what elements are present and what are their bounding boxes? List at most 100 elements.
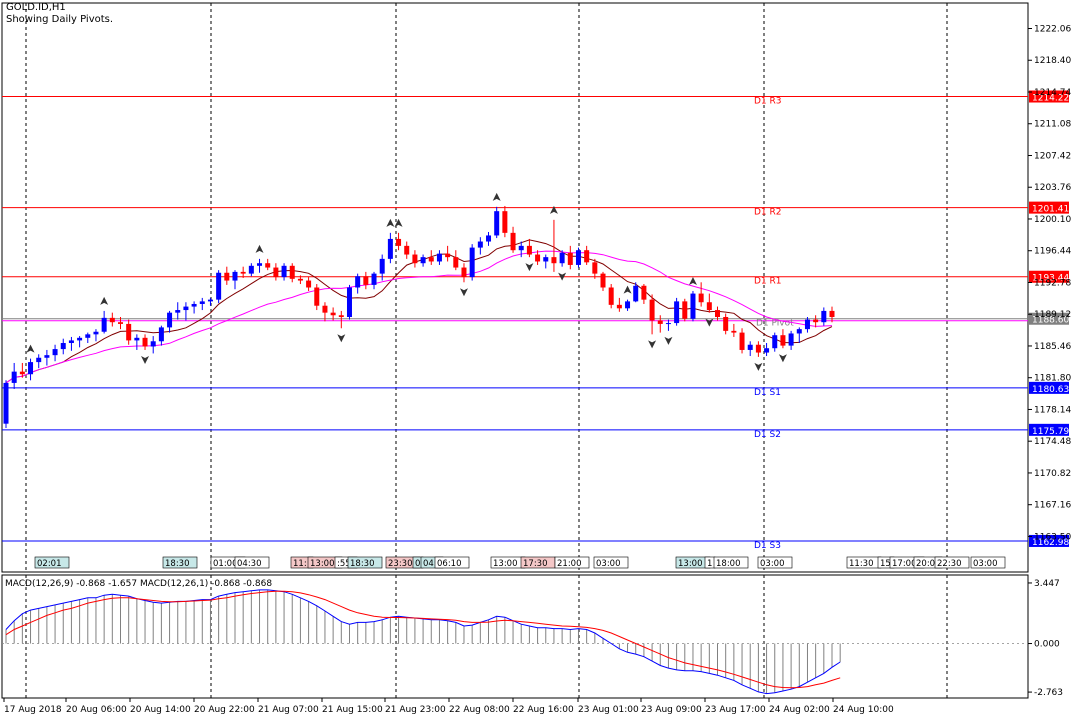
candle-body (682, 301, 688, 319)
candle-body (142, 337, 148, 347)
time-tick-label: 20 Aug 22:00 (194, 705, 255, 715)
pivot-levels: D1 R3 1214.22 D1 R2 1201.41 D1 R1 1193.44 D1 P… (2, 90, 1069, 551)
pivot-label: D1 Pivot (756, 319, 794, 329)
candle-body (412, 254, 418, 264)
time-tick-label: 21 Aug 07:00 (258, 705, 319, 715)
candle-body (109, 317, 115, 323)
candle-body (747, 344, 753, 350)
price-tick-label: 1185.46 (1034, 342, 1071, 352)
candle-body (633, 285, 639, 302)
candle-body (731, 330, 737, 333)
candle-body (60, 343, 66, 350)
candle-body (584, 250, 590, 263)
time-tag-label: 01:00 (213, 559, 238, 569)
candle-body (232, 271, 238, 281)
fractal-down-arrow (337, 334, 346, 343)
candle-body (85, 334, 91, 338)
candle-body (306, 280, 312, 288)
time-tick-label: 21 Aug 15:00 (322, 705, 383, 715)
time-tag-label: 1 (707, 559, 712, 569)
time-tag-box (757, 556, 793, 569)
pivot-label: D1 S2 (754, 430, 781, 440)
signal-line (5, 590, 841, 689)
time-tag-box (434, 556, 470, 569)
candle-body (469, 247, 475, 278)
price-tick-label: 1200.10 (1034, 215, 1071, 225)
time-tag-box (934, 556, 970, 569)
candle-body (436, 253, 442, 262)
candle-body (526, 245, 532, 255)
candle-body (600, 273, 606, 288)
fractal-up-arrow (688, 276, 697, 285)
candle-body (265, 263, 271, 268)
candle-body (281, 265, 287, 278)
time-tag-box (554, 556, 590, 569)
candle-body (387, 238, 393, 259)
price-box-label: 1175.79 (1032, 427, 1069, 437)
price-box (1029, 534, 1069, 547)
candle-body (28, 362, 34, 375)
candle-body (346, 287, 352, 317)
candle-body (44, 355, 50, 358)
candle-body (93, 331, 99, 335)
time-tag-label: 11: (293, 559, 307, 569)
candle-body (183, 306, 189, 311)
price-tick-label: 1163.50 (1034, 532, 1071, 542)
price-box-label: 1201.41 (1032, 205, 1069, 215)
price-panel-border (1, 2, 1029, 573)
candle-body (723, 316, 729, 331)
time-tag-label: 03:00 (760, 559, 785, 569)
candle-body (248, 265, 254, 274)
time-tick-label: 17 Aug 2018 (4, 705, 62, 715)
candle-body (690, 293, 696, 319)
candle-body (224, 272, 230, 281)
time-tag-label: 18:30 (165, 559, 190, 569)
time-tick-label: 23 Aug 17:00 (705, 705, 766, 715)
candle-body (796, 329, 802, 334)
time-tag-label: 22:30 (937, 559, 962, 569)
time-tag-label: 03:00 (596, 559, 621, 569)
candle-body (829, 310, 835, 317)
candle-body (494, 211, 500, 236)
fractal-down-arrow (141, 355, 150, 364)
candle-body (420, 257, 426, 264)
price-tick-label: 1203.76 (1034, 183, 1071, 193)
fractal-up-arrow (26, 344, 35, 353)
candle-body (821, 310, 827, 323)
candle-body (3, 382, 9, 424)
time-tag-box (34, 556, 70, 569)
price-axis: 1222.06 1218.40 1214.74 1211.08 1207.42 1203.… (1028, 25, 1071, 542)
candle-body (575, 250, 581, 265)
candle-body (518, 245, 524, 251)
candle-body (52, 349, 58, 356)
time-tag-label: 15 (880, 559, 891, 569)
candle-body (297, 278, 303, 281)
candle-body (625, 301, 631, 309)
price-box (1029, 270, 1069, 283)
pivot-label: D1 R3 (754, 97, 782, 107)
time-tick-label: 24 Aug 02:00 (769, 705, 830, 715)
candle-body (216, 272, 222, 300)
candle-body (175, 310, 181, 313)
fractal-up-arrow (623, 285, 632, 294)
price-tick-label: 1211.08 (1034, 120, 1071, 130)
time-tick-label: 20 Aug 06:00 (66, 705, 127, 715)
time-axis: 17 Aug 2018 20 Aug 06:00 20 Aug 14:00 20 Au… (3, 698, 894, 715)
pivot-label: D1 S1 (754, 388, 781, 398)
candle-body (486, 235, 492, 242)
candle-body (772, 335, 778, 349)
time-tag-box (162, 556, 198, 569)
session-time-tags: 02:01 18:30 01:00 04:30 11: 13:00:55 18:30 23:3… (34, 556, 1006, 569)
time-tag-label: 17:00 (892, 559, 917, 569)
candle-body (314, 287, 320, 306)
ma-fast-line (5, 239, 833, 384)
candle-body (191, 303, 197, 307)
price-box (1029, 423, 1069, 436)
time-tag-label: 13:00 (678, 559, 703, 569)
price-box-label: 1214.22 (1032, 94, 1069, 104)
candle-body (698, 293, 704, 303)
time-tick-label: 21 Aug 23:00 (385, 705, 446, 715)
pivot-label: D1 R1 (754, 277, 782, 287)
candle-body (543, 257, 549, 262)
